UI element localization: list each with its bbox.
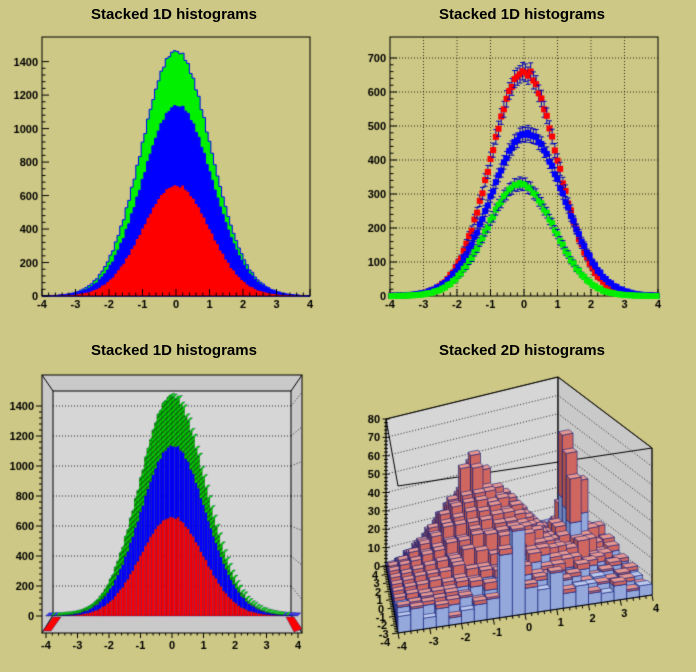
root-canvas-window: Stacked 1D histograms Stacked 1D histogr… <box>0 0 696 672</box>
plots-canvas <box>0 0 696 672</box>
